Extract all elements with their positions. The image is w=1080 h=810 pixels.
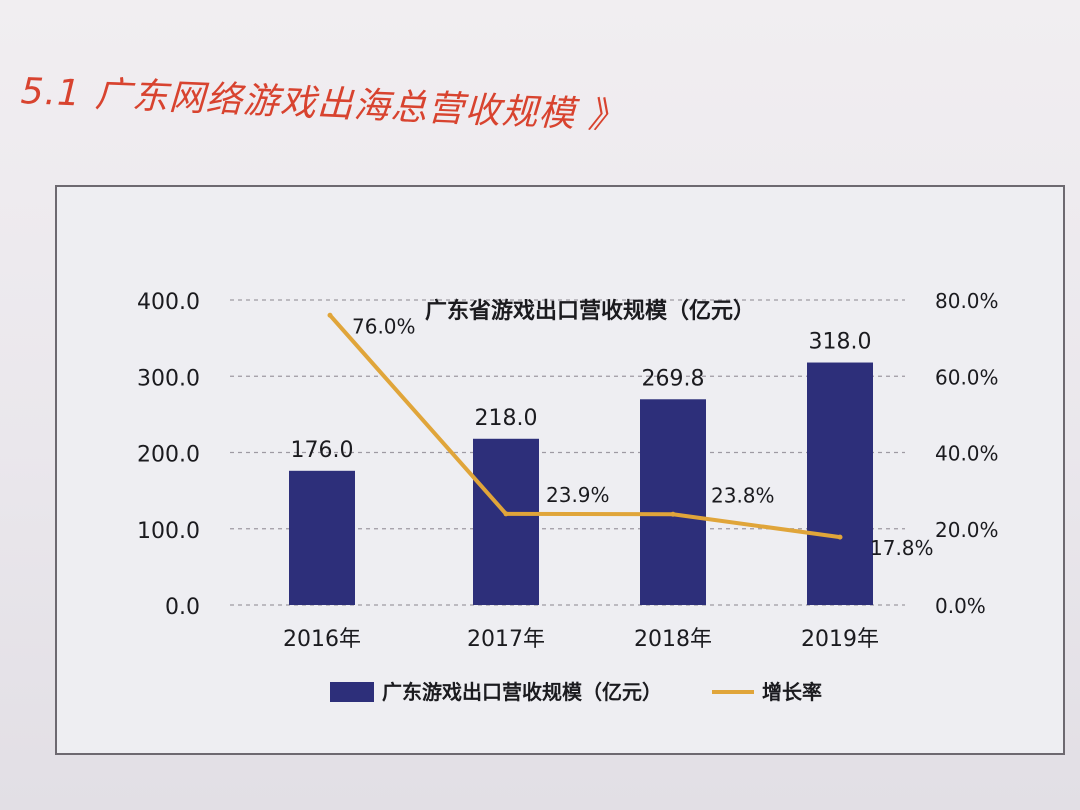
bar [473,438,539,605]
chart-card [55,185,1065,755]
growth-rate-label: 76.0% [352,314,416,338]
bar-value-label: 269.8 [642,366,705,391]
growth-rate-point [837,534,843,540]
x-tick-label: 2016年 [283,627,361,652]
y-left-tick-label: 200.0 [137,443,200,468]
y-right-tick-label: 40.0% [935,442,999,466]
growth-rate-line [328,313,841,540]
bar-value-label: 218.0 [475,406,538,431]
y-left-tick-label: 100.0 [137,519,200,544]
bar [289,470,355,605]
y-right-tick-label: 0.0% [935,594,986,618]
y-right-tick-label: 60.0% [935,365,999,389]
legend-bar-label: 广东游戏出口营收规模（亿元） [382,680,662,704]
bar-value-label: 318.0 [809,330,872,355]
y-left-tick-label: 300.0 [137,366,200,391]
y-left-tick-label: 0.0 [165,595,200,620]
legend-line-label: 增长率 [762,680,822,704]
growth-rate-point [327,312,333,318]
y-right-tick-label: 80.0% [935,289,999,313]
x-tick-label: 2017年 [467,627,545,652]
growth-rate-point [670,511,676,517]
x-tick-label: 2018年 [634,627,712,652]
growth-rate-label: 23.8% [711,483,775,507]
y-left-tick-label: 400.0 [137,290,200,315]
x-tick-label: 2019年 [801,627,879,652]
bar [807,362,873,605]
bar [640,399,706,605]
growth-rate-label: 23.9% [546,483,610,507]
growth-rate-label: 17.8% [870,536,934,560]
growth-rate-point [503,511,509,517]
y-right-tick-label: 20.0% [935,518,999,542]
legend-bar-swatch [330,682,374,702]
chart-title: 广东省游戏出口营收规模（亿元） [425,298,755,324]
bar-value-label: 176.0 [291,438,354,463]
